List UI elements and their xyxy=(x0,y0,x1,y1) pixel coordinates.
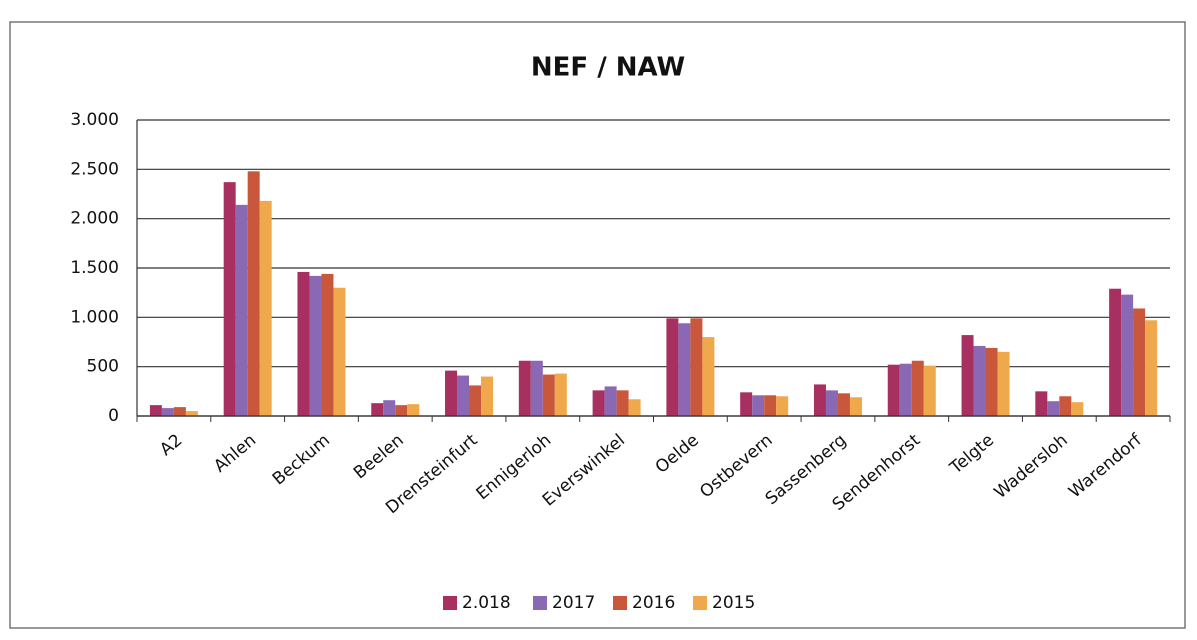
bar xyxy=(764,395,777,416)
bar xyxy=(481,376,494,416)
bar xyxy=(899,363,912,416)
bar xyxy=(149,405,162,416)
y-tick-label: 2.500 xyxy=(70,159,119,179)
bar xyxy=(1059,396,1072,416)
bar xyxy=(616,390,629,416)
bar xyxy=(911,360,924,416)
bar xyxy=(740,392,753,416)
bar xyxy=(985,347,998,416)
bar xyxy=(333,287,346,416)
bar xyxy=(395,405,408,416)
y-tick-label: 2.000 xyxy=(70,209,119,229)
bar xyxy=(923,365,936,416)
legend-swatch xyxy=(613,596,627,610)
bar xyxy=(702,337,715,416)
bar xyxy=(666,318,679,416)
bar xyxy=(371,403,384,416)
y-tick-label: 0 xyxy=(108,406,119,426)
bar xyxy=(445,370,458,416)
y-tick-label: 500 xyxy=(87,357,119,377)
bar xyxy=(297,271,310,416)
bar xyxy=(554,373,567,416)
bar xyxy=(1047,401,1060,416)
bar xyxy=(1145,320,1158,416)
bar xyxy=(530,360,543,416)
bar xyxy=(973,345,986,416)
bar xyxy=(542,374,555,416)
legend-swatch xyxy=(533,596,547,610)
bar xyxy=(678,323,691,416)
bar xyxy=(1109,288,1122,416)
legend-swatch xyxy=(693,596,707,610)
bar xyxy=(185,411,198,416)
bar xyxy=(1121,294,1134,416)
legend-label: 2.018 xyxy=(462,593,511,613)
bar xyxy=(518,360,531,416)
bar xyxy=(887,364,900,416)
y-tick-label: 1.500 xyxy=(70,258,119,278)
bar xyxy=(849,397,862,416)
bar xyxy=(457,375,470,416)
bar xyxy=(321,273,334,416)
bar xyxy=(752,395,765,416)
bar xyxy=(309,275,322,416)
bar xyxy=(813,384,826,416)
bar xyxy=(259,200,272,416)
bar xyxy=(961,335,974,416)
bar xyxy=(161,408,174,416)
chart-title: NEF / NAW xyxy=(531,53,685,83)
bar xyxy=(776,396,789,416)
bar xyxy=(825,390,838,416)
y-tick-label: 3.000 xyxy=(70,110,119,130)
legend-label: 2016 xyxy=(632,593,675,613)
bar xyxy=(690,318,703,416)
bar xyxy=(604,386,617,416)
bar xyxy=(592,390,605,416)
bar xyxy=(1035,391,1048,416)
bar xyxy=(247,171,260,416)
bar xyxy=(1133,308,1146,416)
bar xyxy=(173,407,186,416)
legend-label: 2017 xyxy=(552,593,595,613)
bar xyxy=(837,393,850,416)
bar xyxy=(383,400,396,416)
bar xyxy=(997,351,1010,416)
y-tick-label: 1.000 xyxy=(70,307,119,327)
bar xyxy=(223,182,236,416)
bar xyxy=(469,385,482,416)
bar xyxy=(628,399,641,416)
bar xyxy=(235,204,248,416)
chart-border xyxy=(9,21,1186,629)
bar xyxy=(407,404,420,416)
bar xyxy=(1071,402,1084,416)
legend-label: 2015 xyxy=(712,593,755,613)
legend-swatch xyxy=(443,596,457,610)
